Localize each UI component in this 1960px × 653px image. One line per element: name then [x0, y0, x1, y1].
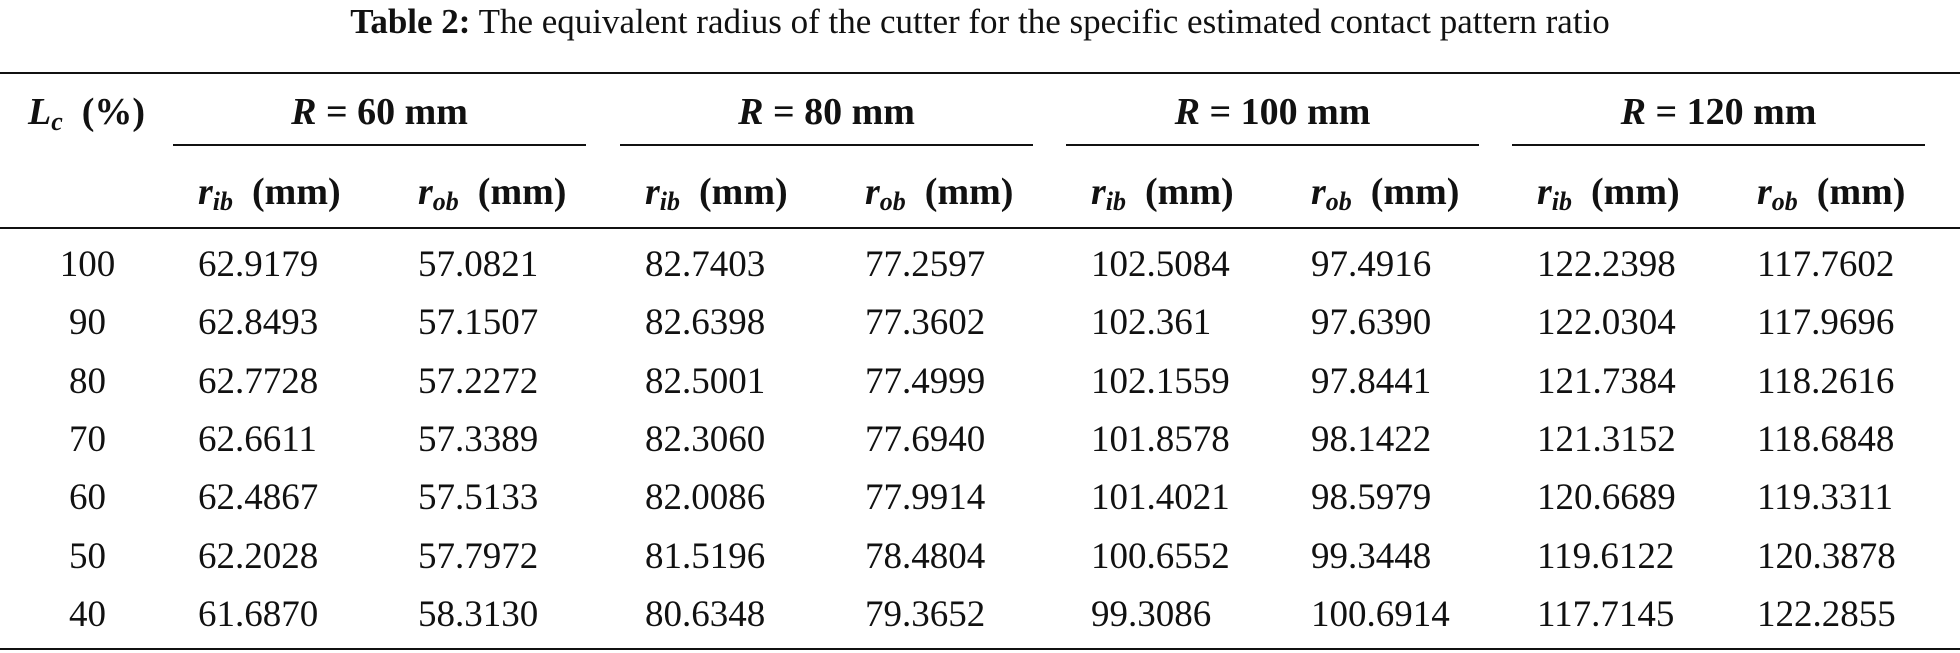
- rob-value: 117.9696: [1757, 302, 1895, 344]
- rib-value: 121.7384: [1537, 360, 1676, 402]
- table-row: 50 62.2028 57.7972 81.5196 78.4804 100.6552 99…: [0, 528, 1960, 586]
- rib-value: 101.8578: [1091, 418, 1230, 460]
- rib-value: 99.3086: [1091, 593, 1212, 635]
- rob-value: 57.7972: [418, 535, 539, 577]
- table-row: 100 62.9179 57.0821 82.7403 77.2597 102.5084 9…: [0, 236, 1960, 294]
- rob-value: 117.7602: [1757, 244, 1895, 285]
- lc-header: Lc (%): [28, 91, 146, 136]
- sub-header-rob: rob (mm): [1757, 171, 1906, 216]
- rob-value: 120.3878: [1757, 535, 1896, 577]
- rob-value: 118.6848: [1757, 418, 1895, 460]
- table-row: 90 62.8493 57.1507 82.6398 77.3602 102.361 97.…: [0, 294, 1960, 352]
- bottom-rule: [0, 648, 1960, 650]
- lc-value: 60: [69, 477, 106, 519]
- table-caption: Table 2: The equivalent radius of the cu…: [0, 0, 1960, 42]
- rib-value: 80.6348: [645, 593, 766, 635]
- rob-value: 100.6914: [1311, 593, 1450, 635]
- rib-value: 62.4867: [198, 477, 319, 519]
- rib-value: 102.5084: [1091, 244, 1230, 285]
- lc-value: 90: [69, 302, 106, 344]
- rib-value: 122.2398: [1537, 244, 1676, 285]
- rib-value: 82.5001: [645, 360, 766, 402]
- rob-value: 97.6390: [1311, 302, 1432, 344]
- group-header-4: R = 120 mm: [1620, 91, 1817, 133]
- sub-header-rib: rib (mm): [1091, 171, 1234, 216]
- lc-value: 70: [69, 418, 106, 460]
- lc-value: 100: [59, 244, 116, 285]
- rob-value: 77.3602: [865, 302, 986, 344]
- rob-value: 77.6940: [865, 418, 986, 460]
- sub-header-rob: rob (mm): [865, 171, 1014, 216]
- table-row: 80 62.7728 57.2272 82.5001 77.4999 102.1559 97…: [0, 353, 1960, 411]
- rob-value: 97.4916: [1311, 244, 1432, 285]
- lc-value: 50: [69, 535, 106, 577]
- rob-value: 77.2597: [865, 244, 986, 285]
- lc-value: 40: [69, 593, 106, 635]
- rob-value: 122.2855: [1757, 593, 1896, 635]
- rib-value: 100.6552: [1091, 535, 1230, 577]
- sub-header-rob: rob (mm): [1311, 171, 1460, 216]
- header-rule: [0, 227, 1960, 229]
- rob-value: 58.3130: [418, 593, 539, 635]
- group-underline-2: [620, 144, 1033, 146]
- rib-value: 81.5196: [645, 535, 766, 577]
- group-underline-4: [1512, 144, 1925, 146]
- rob-value: 97.8441: [1311, 360, 1432, 402]
- table-row: 40 61.6870 58.3130 80.6348 79.3652 99.3086 100…: [0, 586, 1960, 644]
- rib-value: 119.6122: [1537, 535, 1675, 577]
- rib-value: 62.2028: [198, 535, 319, 577]
- rib-value: 62.9179: [198, 244, 319, 285]
- rib-value: 122.0304: [1537, 302, 1676, 344]
- table-row: 60 62.4867 57.5133 82.0086 77.9914 101.4021 98…: [0, 469, 1960, 527]
- rib-value: 82.6398: [645, 302, 766, 344]
- rib-value: 62.8493: [198, 302, 319, 344]
- lc-value: 80: [69, 360, 106, 402]
- rob-value: 79.3652: [865, 593, 986, 635]
- group-underline-3: [1066, 144, 1479, 146]
- table-row: 70 62.6611 57.3389 82.3060 77.6940 101.8578 98…: [0, 411, 1960, 469]
- group-header-1: R = 60 mm: [291, 91, 468, 133]
- rob-value: 57.0821: [418, 244, 539, 285]
- rob-value: 77.9914: [865, 477, 986, 519]
- rob-value: 118.2616: [1757, 360, 1895, 402]
- top-rule: [0, 72, 1960, 74]
- rib-value: 82.3060: [645, 418, 766, 460]
- rib-value: 102.361: [1091, 302, 1212, 344]
- rib-value: 62.7728: [198, 360, 319, 402]
- sub-header-rib: rib (mm): [198, 171, 341, 216]
- sub-header-rob: rob (mm): [418, 171, 567, 216]
- caption-label: Table 2:: [350, 2, 471, 41]
- rib-value: 117.7145: [1537, 593, 1675, 635]
- sub-header-rib: rib (mm): [1537, 171, 1680, 216]
- rob-value: 98.5979: [1311, 477, 1432, 519]
- rob-value: 57.5133: [418, 477, 539, 519]
- rib-value: 120.6689: [1537, 477, 1676, 519]
- rib-value: 82.0086: [645, 477, 766, 519]
- group-header-2: R = 80 mm: [738, 91, 915, 133]
- rob-value: 57.2272: [418, 360, 539, 402]
- rob-value: 57.1507: [418, 302, 539, 344]
- caption-text: The equivalent radius of the cutter for …: [478, 2, 1610, 41]
- rib-value: 62.6611: [198, 418, 317, 460]
- rob-value: 77.4999: [865, 360, 986, 402]
- rib-value: 121.3152: [1537, 418, 1676, 460]
- rob-value: 99.3448: [1311, 535, 1432, 577]
- rob-value: 119.3311: [1757, 477, 1894, 519]
- rib-value: 82.7403: [645, 244, 766, 285]
- sub-header-rib: rib (mm): [645, 171, 788, 216]
- rob-value: 57.3389: [418, 418, 539, 460]
- rib-value: 101.4021: [1091, 477, 1230, 519]
- rib-value: 61.6870: [198, 593, 319, 635]
- rob-value: 78.4804: [865, 535, 986, 577]
- rob-value: 98.1422: [1311, 418, 1432, 460]
- rib-value: 102.1559: [1091, 360, 1230, 402]
- group-underline-1: [173, 144, 586, 146]
- group-header-3: R = 100 mm: [1174, 91, 1371, 133]
